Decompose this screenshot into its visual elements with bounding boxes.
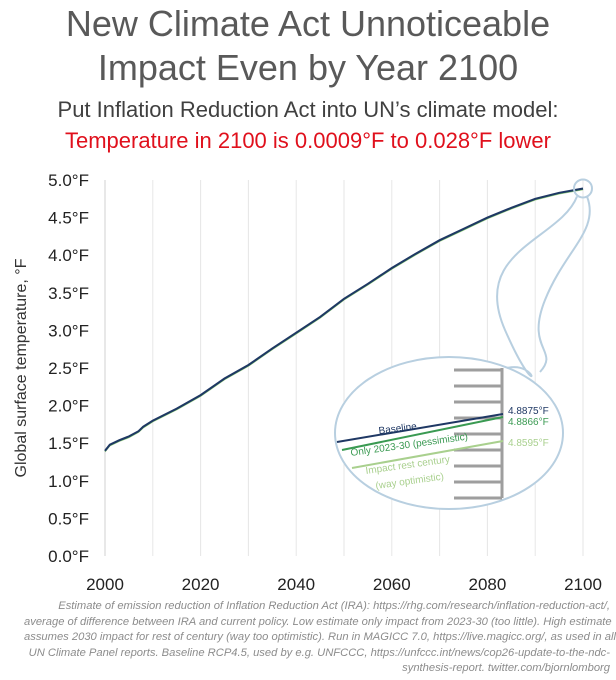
- inset-optimistic-line: [351, 440, 504, 469]
- zoom-source-circle: [573, 178, 593, 199]
- footnote-line: average of difference between IRA and cu…: [24, 615, 612, 628]
- inset-value-label: 4.8595°F: [508, 438, 549, 449]
- y-tick-label: 0.5°F: [48, 509, 89, 528]
- y-tick-label: 1.0°F: [48, 472, 89, 491]
- zoom-ellipse: [334, 356, 564, 510]
- inset-value-label: 4.8875°F: [508, 406, 549, 417]
- subtitle: Put Inflation Reduction Act into UN’s cl…: [57, 97, 559, 122]
- x-tick-label: 2080: [468, 575, 506, 594]
- inset-value-label: 4.8866°F: [508, 417, 549, 428]
- y-tick-label: 0.0°F: [48, 547, 89, 566]
- x-tick-label: 2000: [86, 575, 124, 594]
- y-tick-label: 2.0°F: [48, 397, 89, 416]
- x-tick-label: 2020: [182, 575, 220, 594]
- source-footnote: Estimate of emission reduction of Inflat…: [24, 599, 616, 677]
- footnote-line: UN Climate Panel reports. Baseline RCP4.…: [28, 646, 610, 659]
- inset-label: Baseline: [378, 421, 418, 437]
- y-tick-label: 4.5°F: [48, 209, 89, 228]
- inset-baseline-line: [336, 413, 504, 443]
- temperature-chart: 2000 2020 2040 2060 2080 2100 0.0°F 0.5°F 1.0°F…: [13, 171, 602, 594]
- highlight-text: Temperature in 2100 is 0.0009°F to 0.028…: [65, 128, 551, 153]
- zoom-connector: [496, 196, 578, 378]
- y-axis-ticks: 0.0°F 0.5°F 1.0°F 1.5°F 2.0°F 2.5°F 3.0°F 3.5°F…: [48, 171, 89, 566]
- baseline-line: [104, 187, 584, 452]
- x-tick-label: 2100: [564, 575, 602, 594]
- y-tick-label: 3.0°F: [48, 321, 89, 340]
- title-line-1: New Climate Act Unnoticeable: [65, 3, 551, 44]
- footnote-line: Estimate of emission reduction of Inflat…: [58, 600, 610, 612]
- y-tick-label: 4.0°F: [48, 246, 89, 265]
- x-axis-ticks: 2000 2020 2040 2060 2080 2100: [86, 575, 602, 594]
- y-tick-label: 3.5°F: [48, 284, 89, 303]
- y-tick-label: 2.5°F: [48, 359, 89, 378]
- zoom-connector: [537, 196, 591, 373]
- y-tick-label: 1.5°F: [48, 434, 89, 453]
- x-tick-label: 2060: [373, 575, 411, 594]
- inset-pessimistic-line: [341, 416, 504, 451]
- y-tick-label: 5.0°F: [48, 171, 89, 190]
- y-axis-label: Global surface temperature, °F: [13, 258, 30, 477]
- x-tick-label: 2040: [277, 575, 315, 594]
- footnote-line: assumes 2030 impact for rest of century …: [24, 631, 616, 644]
- title-line-2: Impact Even by Year 2100: [97, 47, 519, 88]
- chart-lines: [104, 187, 584, 453]
- footnote-line: synthesis-report. twitter.com/bjornlombo…: [402, 662, 610, 675]
